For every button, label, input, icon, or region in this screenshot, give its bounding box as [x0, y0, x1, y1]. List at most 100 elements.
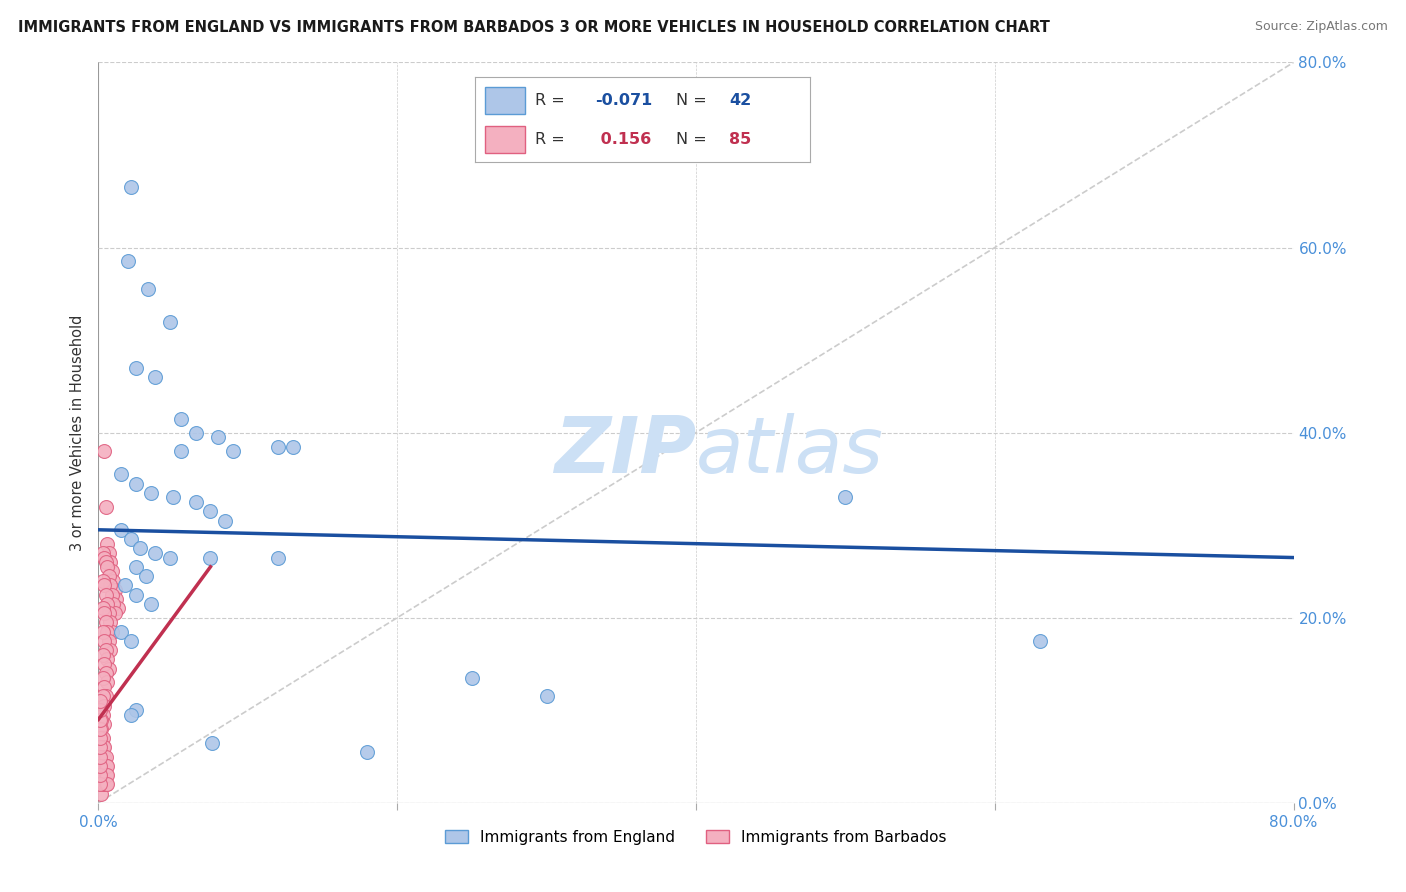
Point	[94, 666, 117, 681]
Point	[143, 370, 166, 384]
Point	[120, 180, 142, 194]
Point	[98, 615, 122, 630]
Text: atlas: atlas	[696, 413, 884, 489]
Point	[90, 740, 112, 755]
Point	[125, 476, 148, 491]
Point	[96, 768, 118, 782]
Point	[96, 777, 118, 791]
Point	[117, 254, 139, 268]
Point	[91, 574, 114, 588]
Point	[94, 777, 117, 791]
Point	[90, 777, 112, 791]
Point	[93, 444, 115, 458]
Point	[267, 550, 290, 565]
Point	[214, 514, 236, 528]
Point	[125, 559, 148, 574]
Point	[97, 662, 120, 676]
Point	[91, 601, 114, 615]
Point	[93, 698, 115, 713]
Point	[96, 559, 118, 574]
Point	[207, 430, 229, 444]
Point	[98, 643, 122, 657]
Point	[107, 601, 129, 615]
Y-axis label: 3 or more Vehicles in Household: 3 or more Vehicles in Household	[70, 315, 86, 550]
Point	[91, 624, 114, 639]
Point	[110, 624, 132, 639]
Point	[97, 546, 120, 560]
Point	[200, 504, 222, 518]
Point	[94, 758, 117, 772]
Point	[103, 597, 125, 611]
Point	[114, 578, 136, 592]
Point	[1028, 633, 1050, 648]
Point	[120, 532, 142, 546]
Point	[162, 491, 184, 505]
Point	[93, 717, 115, 731]
Point	[143, 546, 166, 560]
Point	[101, 588, 124, 602]
Point	[89, 758, 111, 772]
Point	[89, 749, 111, 764]
Point	[129, 541, 152, 556]
Point	[94, 768, 117, 782]
Point	[201, 736, 224, 750]
Point	[536, 690, 558, 704]
Point	[103, 574, 125, 588]
Point	[120, 707, 142, 722]
Point	[91, 690, 114, 704]
Point	[89, 713, 111, 727]
Point	[93, 633, 115, 648]
Point	[93, 680, 115, 694]
Point	[101, 624, 124, 639]
Point	[159, 550, 181, 565]
Point	[93, 578, 115, 592]
Point	[94, 588, 117, 602]
Point	[169, 411, 191, 425]
Point	[184, 495, 207, 509]
Point	[93, 606, 115, 620]
Point	[139, 485, 162, 500]
Point	[93, 749, 115, 764]
Point	[97, 606, 120, 620]
Point	[93, 768, 115, 782]
Point	[222, 444, 245, 458]
Point	[91, 671, 114, 685]
Point	[89, 777, 111, 791]
Point	[89, 722, 111, 736]
Legend: Immigrants from England, Immigrants from Barbados: Immigrants from England, Immigrants from…	[439, 823, 953, 851]
Point	[120, 633, 142, 648]
Point	[169, 444, 191, 458]
Point	[91, 546, 114, 560]
Point	[461, 671, 484, 685]
Point	[89, 694, 111, 708]
Point	[101, 565, 124, 579]
Point	[91, 731, 114, 745]
Point	[94, 749, 117, 764]
Text: IMMIGRANTS FROM ENGLAND VS IMMIGRANTS FROM BARBADOS 3 OR MORE VEHICLES IN HOUSEH: IMMIGRANTS FROM ENGLAND VS IMMIGRANTS FR…	[18, 20, 1050, 35]
Point	[90, 731, 112, 745]
Point	[96, 758, 118, 772]
Point	[91, 740, 114, 755]
Point	[93, 550, 115, 565]
Point	[110, 467, 132, 482]
Point	[104, 606, 127, 620]
Point	[91, 707, 114, 722]
Point	[96, 536, 118, 550]
Point	[91, 758, 114, 772]
Point	[98, 555, 122, 569]
Point	[94, 555, 117, 569]
Point	[267, 440, 290, 454]
Point	[89, 740, 111, 755]
Point	[110, 523, 132, 537]
Point	[356, 745, 378, 759]
Point	[184, 425, 207, 440]
Point	[834, 491, 856, 505]
Point	[96, 652, 118, 666]
Point	[139, 597, 162, 611]
Point	[125, 703, 148, 717]
Point	[135, 569, 157, 583]
Point	[125, 360, 148, 375]
Point	[96, 597, 118, 611]
Point	[200, 550, 222, 565]
Point	[159, 314, 181, 328]
